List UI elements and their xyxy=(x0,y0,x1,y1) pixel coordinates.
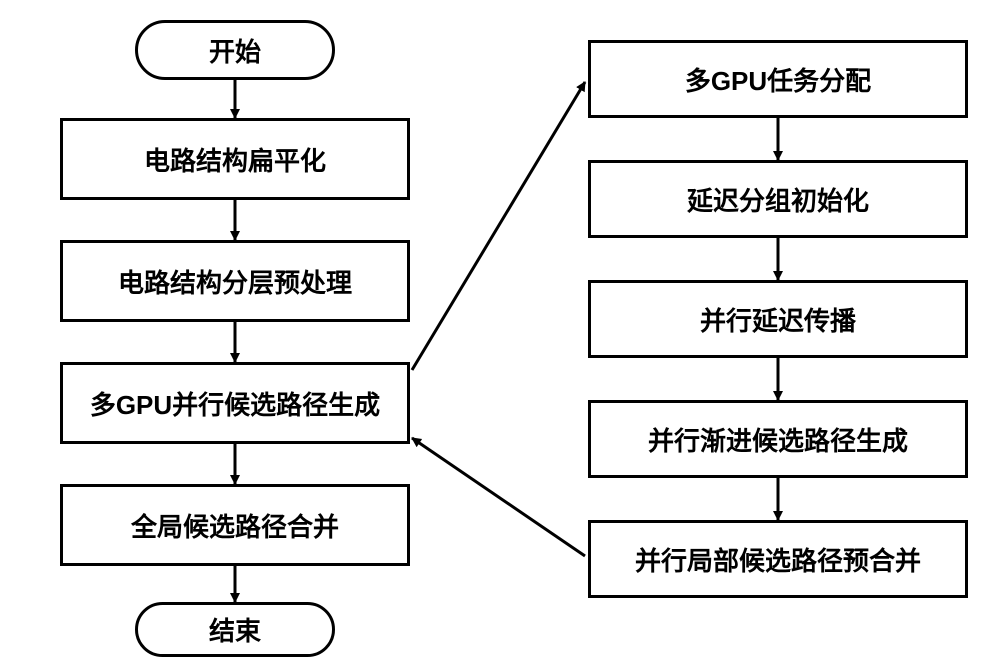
left-step-1: 电路结构扁平化 xyxy=(60,118,410,200)
right-step-4-label: 并行渐进候选路径生成 xyxy=(648,421,908,458)
right-step-3: 并行延迟传播 xyxy=(588,280,968,358)
left-step-2-label: 电路结构分层预处理 xyxy=(118,263,352,300)
start-label: 开始 xyxy=(209,32,261,69)
left-step-3: 多GPU并行候选路径生成 xyxy=(60,362,410,444)
flowchart-canvas: 开始 电路结构扁平化 电路结构分层预处理 多GPU并行候选路径生成 全局候选路径… xyxy=(0,0,1000,670)
left-step-1-label: 电路结构扁平化 xyxy=(144,141,326,178)
right-step-1-label: 多GPU任务分配 xyxy=(685,61,871,98)
right-step-5-label: 并行局部候选路径预合并 xyxy=(635,541,921,578)
left-step-4-label: 全局候选路径合并 xyxy=(131,507,339,544)
end-node: 结束 xyxy=(135,602,335,657)
right-step-5: 并行局部候选路径预合并 xyxy=(588,520,968,598)
left-step-3-label: 多GPU并行候选路径生成 xyxy=(90,385,380,422)
right-step-2: 延迟分组初始化 xyxy=(588,160,968,238)
left-step-4: 全局候选路径合并 xyxy=(60,484,410,566)
end-label: 结束 xyxy=(209,611,261,648)
right-step-3-label: 并行延迟传播 xyxy=(700,301,856,338)
start-node: 开始 xyxy=(135,20,335,80)
right-step-4: 并行渐进候选路径生成 xyxy=(588,400,968,478)
right-step-1: 多GPU任务分配 xyxy=(588,40,968,118)
right-step-2-label: 延迟分组初始化 xyxy=(687,181,869,218)
left-step-2: 电路结构分层预处理 xyxy=(60,240,410,322)
